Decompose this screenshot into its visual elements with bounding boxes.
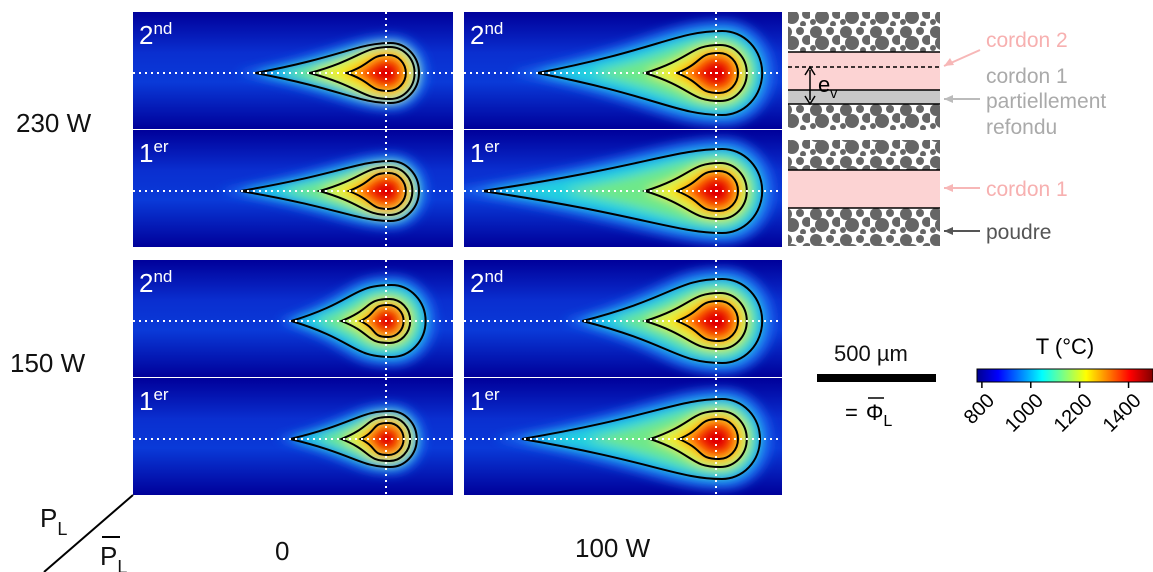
plume-fill <box>276 404 425 474</box>
panel-label-sup: nd <box>484 19 503 38</box>
schematic: ev cordon 2 cordon 1 partiellement refon… <box>788 12 1106 246</box>
panel-label-sup: nd <box>153 267 172 286</box>
contour <box>674 51 739 95</box>
panel-label-sup: nd <box>484 267 503 286</box>
panel-label-sup: er <box>484 137 499 156</box>
panel-label: 1er <box>139 137 169 168</box>
col-label: 100 W <box>575 533 651 563</box>
tick-label: 1000 <box>1001 390 1048 437</box>
panel-label-base: 2 <box>470 20 484 50</box>
panel-label: 2nd <box>139 19 172 50</box>
contour <box>316 165 414 217</box>
colorbar: T (°C) 800 1000 1200 1400 <box>960 334 1153 437</box>
row-label: 150 W <box>10 348 86 378</box>
panel-label-base: 2 <box>470 268 484 298</box>
panel-label-base: 1 <box>470 386 484 416</box>
cordon2: cordon 2 <box>986 29 1068 52</box>
contour <box>306 45 416 101</box>
scale-bar <box>817 374 936 382</box>
plume <box>464 378 782 495</box>
panel-label: 2nd <box>139 267 172 298</box>
powder: poudre <box>986 221 1051 244</box>
plume-zone <box>696 309 730 333</box>
panel-label: 1er <box>470 137 500 168</box>
colorbar-title: T (°C) <box>1036 334 1095 359</box>
cordon1-top: cordon 1 <box>986 65 1068 88</box>
plume-zone <box>696 61 730 85</box>
contour <box>537 29 764 117</box>
contour <box>287 283 427 359</box>
plume <box>133 260 453 377</box>
contour <box>255 41 420 105</box>
tick-label: 1400 <box>1099 390 1146 437</box>
contour <box>674 299 739 343</box>
tick-label: 800 <box>960 390 999 429</box>
panel-label-sup: er <box>153 385 168 404</box>
tick-label: 1200 <box>1050 390 1097 437</box>
plume <box>464 12 782 129</box>
partial: refondu <box>986 116 1057 139</box>
panel-label-base: 2 <box>139 20 153 50</box>
plume-zone <box>367 180 398 202</box>
plume-zone <box>366 62 398 84</box>
plume-zone <box>696 179 730 203</box>
plume-zone <box>697 427 730 451</box>
axis-label: PL <box>40 503 67 539</box>
plume <box>464 130 782 247</box>
scale-label: 500 µm <box>834 341 908 366</box>
plume <box>133 378 453 495</box>
plume <box>133 130 453 247</box>
panel-label-sup: er <box>153 137 168 156</box>
scale-equals: = ΦL <box>845 400 892 430</box>
panel-label-sup: er <box>484 385 499 404</box>
contour <box>482 147 764 235</box>
contour <box>343 53 407 93</box>
contour <box>240 159 420 223</box>
plume <box>133 12 453 129</box>
panel-label-base: 1 <box>470 138 484 168</box>
contour <box>582 277 764 365</box>
panel-label-base: 1 <box>139 386 153 416</box>
plume <box>464 260 782 377</box>
panel-label-sup: nd <box>153 19 172 38</box>
ev-label: ev <box>818 72 837 101</box>
panel-label: 2nd <box>470 267 503 298</box>
col-label: 0 <box>275 536 289 566</box>
panel-label-base: 2 <box>139 268 153 298</box>
panel-label-base: 1 <box>139 138 153 168</box>
axis-label: PL <box>100 541 127 572</box>
partial: partiellement <box>986 90 1106 113</box>
cordon1: cordon 1 <box>986 178 1068 201</box>
contour <box>674 169 739 213</box>
panel-label: 1er <box>139 385 169 416</box>
row-label: 230 W <box>16 108 92 138</box>
panel-label: 2nd <box>470 19 503 50</box>
contour <box>676 417 739 461</box>
panel-label: 1er <box>470 385 500 416</box>
contour <box>345 171 407 211</box>
